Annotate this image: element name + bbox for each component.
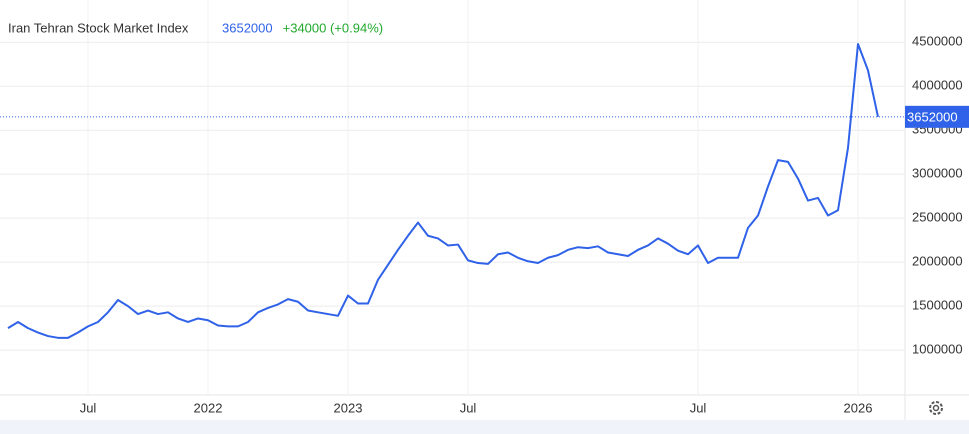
- price-change: +34000 (+0.94%): [283, 20, 383, 35]
- gear-teeth: [929, 401, 943, 415]
- y-tick-label: 4500000: [912, 34, 963, 49]
- chart-title: Iran Tehran Stock Market Index: [8, 20, 189, 35]
- y-tick-label: 1000000: [912, 342, 963, 357]
- x-tick-label: 2023: [334, 400, 363, 415]
- x-tick-label: 2026: [844, 400, 873, 415]
- last-price: 3652000: [222, 20, 273, 35]
- y-tick-label: 2000000: [912, 254, 963, 269]
- plot: [7, 42, 879, 339]
- series-line: [7, 42, 879, 339]
- y-tick-label: 4000000: [912, 78, 963, 93]
- last-price-box: [905, 105, 969, 128]
- y-tick-label: 1500000: [912, 298, 963, 313]
- gear-hub: [932, 404, 940, 412]
- x-tick-label: Jul: [690, 400, 707, 415]
- y-tick-label: 2500000: [912, 210, 963, 225]
- x-tick-label: Jul: [460, 400, 477, 415]
- last-price-label: 3652000: [907, 109, 958, 124]
- settings-icon[interactable]: [929, 401, 943, 415]
- grid: [0, 0, 905, 395]
- x-tick-label: Jul: [80, 400, 97, 415]
- x-tick-label: 2022: [194, 400, 223, 415]
- footer-strip: [0, 420, 969, 434]
- y-tick-label: 3000000: [912, 166, 963, 181]
